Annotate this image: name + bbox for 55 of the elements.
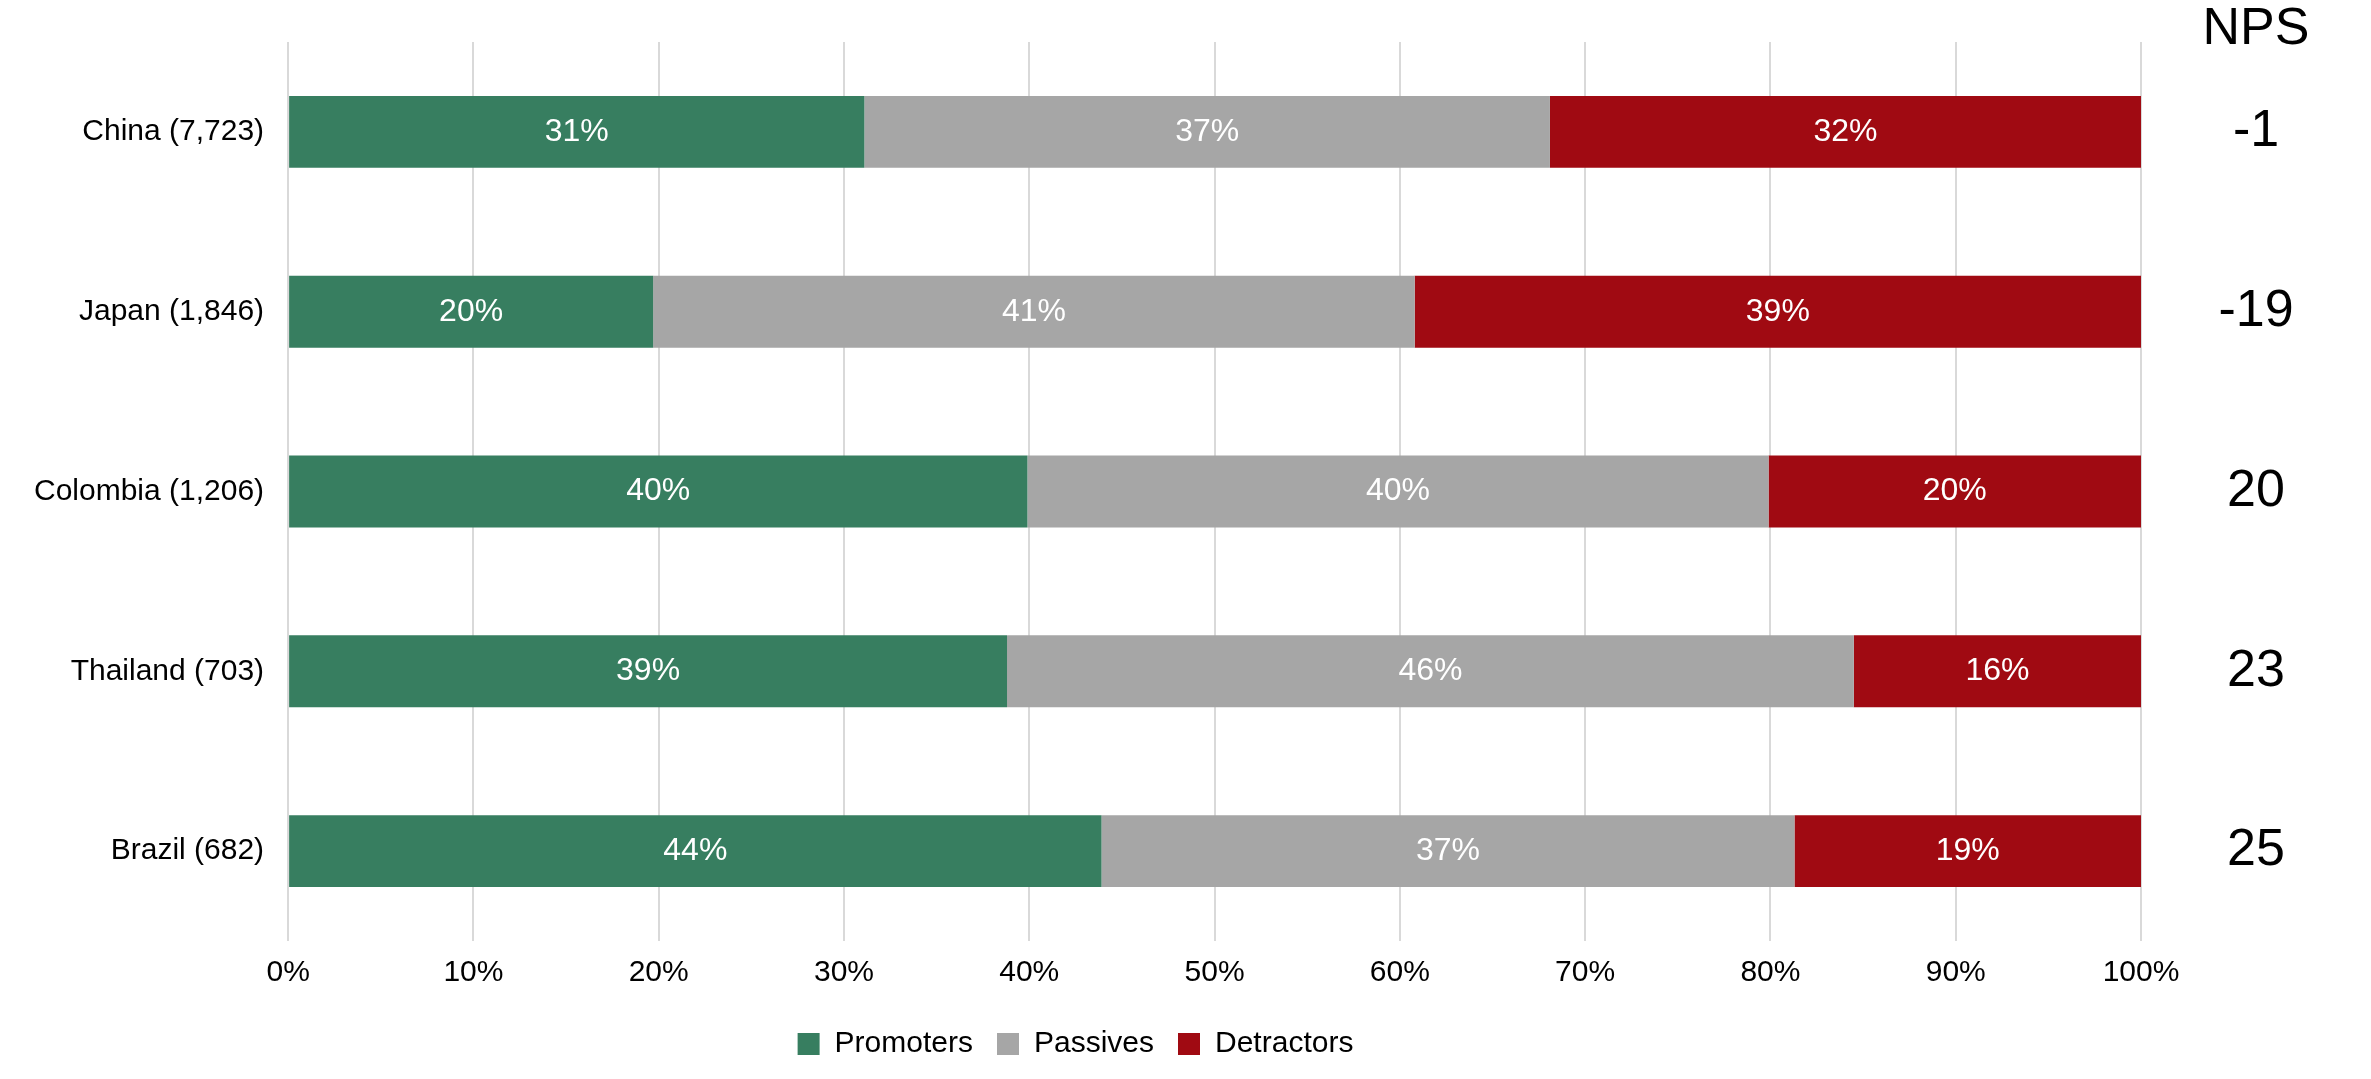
data-label: 37% — [1175, 111, 1240, 148]
bar — [1007, 635, 1854, 708]
data-label: 32% — [1813, 111, 1878, 148]
text: 25 — [2227, 818, 2285, 877]
bar — [1414, 275, 2141, 348]
x-tick-label: 30% — [813, 954, 874, 988]
y-tick-label: Thailand (703) — [70, 652, 265, 686]
x-tick-label: 40% — [999, 954, 1060, 988]
bar — [1768, 455, 2141, 528]
x-tick-label: 80% — [1740, 954, 1801, 988]
bar — [289, 815, 1102, 888]
x-tick-label: 60% — [1369, 954, 1430, 988]
legend-label: Promoters — [834, 1025, 973, 1059]
bar — [1027, 455, 1769, 528]
y-tick-label: Brazil (682) — [110, 832, 265, 866]
data-label: 41% — [1001, 291, 1066, 328]
x-tick-label: 100% — [2102, 954, 2180, 988]
data-label: 20% — [1922, 471, 1987, 508]
data-label: 39% — [616, 651, 681, 688]
data-label: 46% — [1398, 651, 1463, 688]
bar — [289, 635, 1008, 708]
y-tick-label: Japan (1,846) — [78, 292, 265, 326]
data-label: 44% — [663, 830, 728, 867]
x-tick-label: 20% — [628, 954, 689, 988]
text: 23 — [2227, 638, 2285, 697]
bar — [1794, 815, 2141, 888]
x-tick-label: 0% — [266, 954, 310, 988]
bar — [1549, 95, 2141, 168]
legend-label: Detractors — [1215, 1025, 1354, 1059]
bar — [289, 275, 654, 348]
x-tick-label: 90% — [1925, 954, 1986, 988]
x-tick-label: 70% — [1555, 954, 1616, 988]
bar — [289, 95, 865, 168]
data-label: 16% — [1965, 651, 2030, 688]
text: 20 — [2227, 458, 2285, 517]
data-label: 37% — [1416, 830, 1481, 867]
y-tick-label: Colombia (1,206) — [33, 472, 265, 506]
bar — [1853, 635, 2141, 708]
bar — [864, 95, 1550, 168]
y-tick-label: China (7,723) — [82, 113, 265, 147]
data-label: 39% — [1745, 291, 1810, 328]
legend-label: Passives — [1033, 1025, 1155, 1059]
text: -19 — [2218, 279, 2294, 338]
text: -1 — [2232, 99, 2280, 158]
bar — [653, 275, 1415, 348]
x-tick-label: 50% — [1184, 954, 1245, 988]
bar — [1101, 815, 1795, 888]
x-tick-label: 10% — [443, 954, 504, 988]
data-label: 19% — [1935, 830, 2000, 867]
data-label: 20% — [439, 291, 504, 328]
data-label: 40% — [1365, 471, 1431, 508]
data-label: 31% — [544, 111, 609, 148]
text: NPS — [2202, 0, 2310, 56]
data-label: 40% — [626, 471, 691, 508]
bar — [289, 455, 1028, 528]
